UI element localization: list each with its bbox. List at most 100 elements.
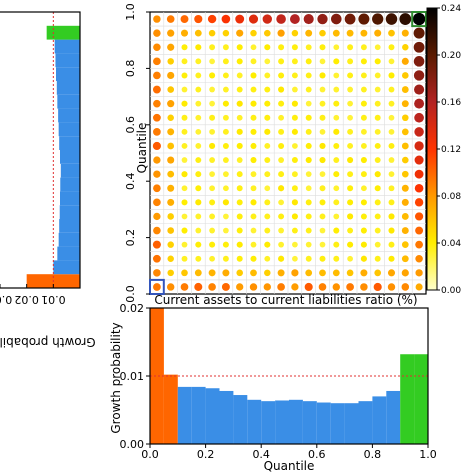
- matrix-dot-11-10: [291, 128, 298, 135]
- matrix-dot-19-18: [399, 13, 412, 25]
- matrix-dot-9-1: [167, 156, 175, 164]
- matrix-dot-6-11: [305, 199, 312, 206]
- matrix-dot-7-12: [319, 185, 326, 192]
- matrix-dot-9-0: [153, 156, 161, 164]
- matrix-y-tick-label-5: 1.0: [124, 3, 137, 21]
- matrix-dot-3-1: [167, 241, 174, 248]
- matrix-dot-18-9: [277, 29, 285, 37]
- matrix-dot-15-15: [360, 72, 367, 79]
- matrix-dot-1-2: [181, 269, 188, 277]
- matrix-dot-8-2: [181, 171, 188, 178]
- matrix-dot-19-0: [153, 15, 161, 23]
- matrix-dot-11-8: [264, 128, 271, 135]
- matrix-dot-9-3: [195, 157, 202, 164]
- matrix-dot-8-4: [209, 171, 215, 178]
- bottom-x-tick-label-0: 0.0: [141, 448, 159, 461]
- matrix-dot-6-7: [250, 199, 257, 206]
- matrix-dot-8-11: [305, 171, 312, 178]
- matrix-dot-10-19: [414, 141, 424, 151]
- matrix-dot-13-17: [388, 100, 395, 107]
- matrix-dot-10-3: [195, 143, 202, 149]
- scatter-matrix: 0.0 0.2 0.4 0.6 0.8 1.0 Quantile Current asse…: [124, 3, 428, 307]
- matrix-dot-7-2: [181, 185, 188, 192]
- matrix-dot-15-8: [264, 72, 271, 79]
- left-bar-6: [60, 191, 80, 206]
- matrix-dot-3-14: [347, 241, 354, 248]
- matrix-dot-19-14: [344, 13, 356, 25]
- matrix-dot-10-8: [264, 143, 271, 149]
- matrix-dot-2-12: [319, 255, 326, 262]
- colorbar: 0.24 0.20 0.16 0.12 0.08 0.04 0.00: [426, 4, 461, 296]
- matrix-dot-9-15: [360, 157, 367, 164]
- bottom-y-tick-label-1: 0.01: [120, 370, 145, 383]
- matrix-dot-10-4: [209, 142, 216, 150]
- matrix-dot-4-8: [264, 227, 271, 234]
- matrix-highlight-1: [149, 278, 165, 295]
- matrix-dot-15-16: [374, 72, 381, 79]
- matrix-dot-17-0: [153, 43, 161, 52]
- matrix-dot-19-7: [248, 14, 259, 24]
- matrix-dot-17-17: [388, 44, 395, 51]
- left-bar-16: [55, 53, 80, 68]
- matrix-dot-19-3: [194, 14, 203, 24]
- matrix-dot-16-11: [305, 58, 312, 65]
- bottom-bar-8: [261, 401, 276, 444]
- bottom-bar-15: [358, 401, 373, 444]
- matrix-dot-14-10: [292, 86, 298, 93]
- matrix-dot-15-2: [181, 72, 188, 79]
- left-bar-17: [54, 39, 80, 54]
- matrix-dot-10-16: [374, 142, 381, 149]
- bottom-y-tick-label-2: 0.02: [120, 302, 145, 315]
- matrix-dot-6-4: [209, 199, 216, 206]
- bottom-bar-1: [163, 374, 178, 444]
- matrix-dot-0-15: [360, 283, 368, 291]
- matrix-dot-18-0: [153, 29, 161, 37]
- matrix-dot-3-13: [333, 241, 340, 248]
- matrix-dot-9-9: [278, 157, 285, 163]
- matrix-dot-2-11: [305, 255, 312, 262]
- matrix-dot-9-13: [333, 157, 340, 163]
- matrix-dot-0-4: [208, 283, 216, 291]
- matrix-dot-15-13: [333, 72, 340, 79]
- matrix-dot-4-3: [195, 227, 202, 234]
- bottom-bar-10: [289, 399, 303, 444]
- matrix-dot-19-17: [385, 13, 398, 25]
- matrix-dot-3-12: [319, 241, 326, 248]
- matrix-dot-19-4: [207, 14, 217, 24]
- matrix-dot-19-9: [276, 14, 286, 24]
- matrix-dot-4-0: [153, 226, 161, 235]
- matrix-dot-13-7: [250, 100, 257, 107]
- matrix-dot-1-1: [167, 269, 174, 277]
- bottom-bar-7: [247, 399, 262, 444]
- matrix-dot-7-6: [236, 185, 243, 192]
- matrix-dot-4-19: [415, 226, 424, 235]
- matrix-dot-6-17: [388, 199, 395, 206]
- matrix-dot-0-12: [318, 283, 327, 291]
- matrix-dot-18-6: [236, 29, 244, 37]
- matrix-dot-5-0: [153, 212, 161, 221]
- matrix-dot-8-8: [264, 171, 271, 178]
- matrix-dot-14-15: [360, 86, 367, 93]
- matrix-dot-5-13: [333, 213, 340, 220]
- matrix-dot-12-10: [291, 114, 298, 121]
- matrix-y-tick-label-2: 0.4: [124, 172, 137, 190]
- matrix-dot-14-11: [305, 86, 312, 93]
- matrix-dot-9-19: [414, 155, 424, 165]
- bottom-bar-11: [302, 401, 317, 444]
- matrix-dot-7-13: [333, 185, 340, 192]
- matrix-dot-10-0: [152, 141, 161, 151]
- matrix-dot-17-14: [347, 44, 354, 51]
- matrix-dot-18-11: [305, 29, 313, 37]
- matrix-dot-11-17: [388, 128, 395, 135]
- bottom-x-tick-label-5: 1.0: [419, 448, 437, 461]
- matrix-dot-0-18: [401, 283, 410, 291]
- matrix-dot-13-6: [236, 100, 243, 107]
- bottom-bar-12: [316, 402, 331, 444]
- bottom-bar-9: [275, 400, 289, 444]
- matrix-dot-0-17: [387, 283, 396, 291]
- matrix-dot-2-19: [415, 254, 423, 263]
- matrix-dot-13-19: [414, 98, 425, 109]
- matrix-dot-11-5: [222, 128, 229, 135]
- matrix-dot-2-4: [209, 255, 216, 262]
